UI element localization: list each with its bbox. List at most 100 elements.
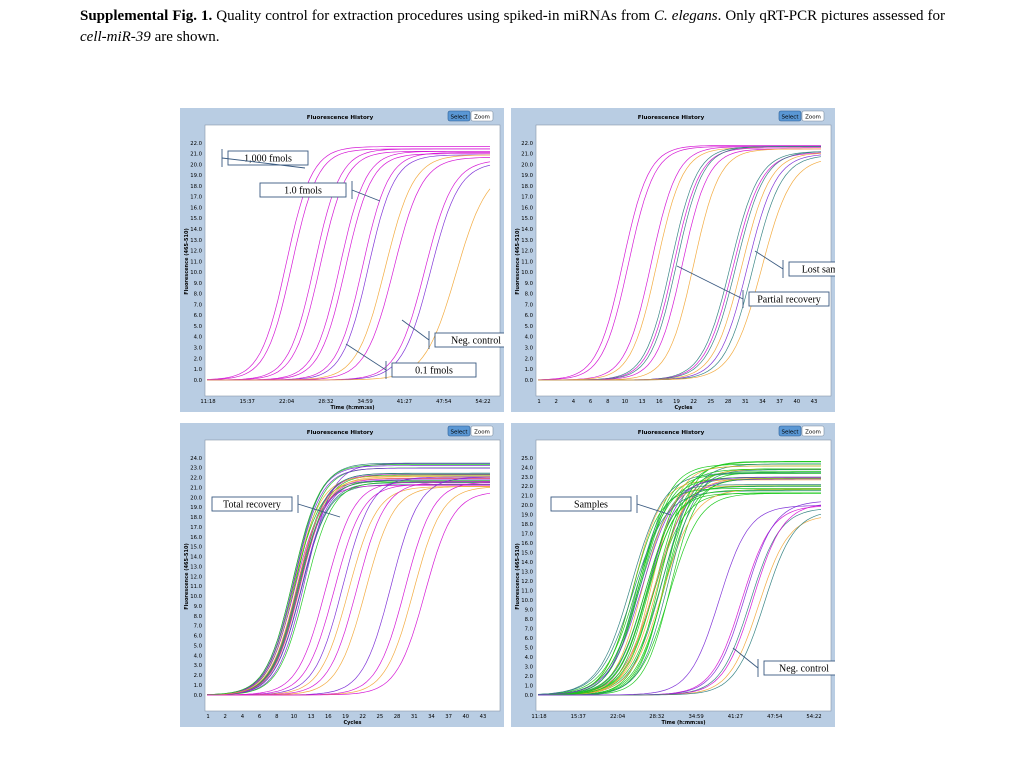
y-tick-label: 3.0 [194, 345, 203, 351]
annotation-callout: 1,000 fmols [221, 149, 309, 169]
svg-text:Zoom: Zoom [805, 115, 821, 121]
svg-text:Zoom: Zoom [474, 115, 490, 121]
y-tick-label: 13.0 [190, 564, 202, 570]
x-tick-label: 54:22 [475, 399, 490, 405]
y-tick-label: 20.0 [521, 503, 533, 509]
figure-caption: Supplemental Fig. 1. Quality control for… [80, 6, 945, 48]
x-tick-label: 28 [394, 714, 401, 720]
x-tick-label: 15:37 [571, 714, 586, 720]
y-tick-label: 14.0 [190, 227, 202, 233]
chart-title: Fluorescence History [307, 115, 374, 121]
y-tick-label: 16.0 [521, 205, 533, 211]
x-tick-label: 43 [811, 399, 818, 405]
y-tick-label: 15.0 [521, 551, 533, 557]
caption-label: Supplemental Fig. 1. [80, 8, 213, 24]
select-button[interactable]: Select [778, 110, 802, 122]
chart-title: Fluorescence History [307, 430, 374, 436]
y-tick-label: 10.0 [521, 598, 533, 604]
x-tick-label: 34 [428, 714, 435, 720]
x-tick-label: 37 [445, 714, 452, 720]
amplification-curve [207, 148, 490, 381]
x-tick-label: 6 [589, 399, 593, 405]
annotation-label: 1.0 fmols [284, 186, 322, 197]
zoom-button[interactable]: Zoom [801, 110, 825, 122]
y-tick-label: 10.0 [521, 270, 533, 276]
amplification-curve [538, 489, 821, 696]
y-tick-label: 13.0 [190, 238, 202, 244]
y-tick-label: 25.0 [521, 456, 533, 462]
svg-text:Select: Select [782, 115, 800, 121]
y-tick-label: 9.0 [525, 607, 534, 613]
annotation-label: 0.1 fmols [415, 366, 453, 377]
select-button[interactable]: Select [447, 110, 471, 122]
x-tick-label: 40 [462, 714, 469, 720]
y-tick-label: 0.0 [194, 378, 203, 384]
annotation-callout: 0.1 fmols [345, 343, 477, 379]
chart-tr: Fluorescence History Select Zoom22.021.020… [511, 108, 835, 412]
y-axis-label: Fluorescence (465-510) [515, 543, 521, 610]
zoom-button[interactable]: Zoom [470, 425, 494, 437]
y-tick-label: 9.0 [525, 281, 534, 287]
amplification-curve [537, 145, 821, 381]
x-tick-label: 40 [793, 399, 800, 405]
select-button[interactable]: Select [447, 425, 471, 437]
x-tick-label: 34 [759, 399, 766, 405]
y-tick-label: 18.0 [521, 184, 533, 190]
x-tick-label: 2 [224, 714, 227, 720]
y-tick-label: 16.0 [190, 205, 202, 211]
y-tick-label: 11.0 [521, 589, 533, 595]
select-button[interactable]: Select [778, 425, 802, 437]
y-tick-label: 19.0 [190, 173, 202, 179]
y-tick-label: 8.0 [194, 292, 203, 298]
panel-bottom-left: Fluorescence History Select Zoom 24.0 23.0 22… [180, 423, 504, 727]
amplification-curve [537, 468, 821, 696]
y-tick-label: 0.0 [525, 693, 534, 699]
amplification-curve [538, 505, 822, 696]
x-tick-label: 8 [606, 399, 610, 405]
y-tick-label: 19.0 [521, 173, 533, 179]
y-tick-label: 11.0 [521, 259, 533, 265]
y-tick-label: 18.0 [190, 515, 202, 521]
amplification-curve [206, 478, 490, 696]
y-tick-label: 2.0 [194, 673, 203, 679]
y-tick-label: 11.0 [190, 584, 202, 590]
x-tick-label: 11:18 [200, 399, 216, 405]
x-axis-label: Time (h:mm:ss) [662, 720, 706, 726]
svg-text:Select: Select [451, 115, 469, 121]
zoom-button[interactable]: Zoom [801, 425, 825, 437]
amplification-curve [538, 492, 821, 696]
amplification-curve [206, 481, 490, 696]
y-tick-label: 8.0 [525, 617, 534, 623]
svg-text:Select: Select [782, 430, 800, 436]
y-tick-label: 1.0 [194, 683, 203, 689]
y-tick-label: 7.0 [525, 626, 534, 632]
y-tick-label: 12.0 [190, 249, 202, 255]
y-tick-label: 6.0 [525, 636, 534, 642]
x-tick-label: 13 [308, 714, 315, 720]
y-tick-label: 7.0 [525, 302, 534, 308]
y-tick-label: 6.0 [194, 313, 203, 319]
y-tick-label: 4.0 [194, 335, 203, 341]
chart-title: Fluorescence History [638, 115, 705, 121]
zoom-button[interactable]: Zoom [470, 110, 494, 122]
y-tick-label: 21.0 [521, 152, 533, 158]
amplification-curve [538, 485, 821, 696]
annotation-label: 1,000 fmols [244, 154, 292, 165]
y-tick-label: 3.0 [194, 663, 203, 669]
y-tick-label: 23.0 [190, 466, 202, 472]
x-tick-label: 4 [572, 399, 576, 405]
annotation-label: Partial recovery [757, 295, 821, 306]
x-tick-label: 1 [206, 714, 209, 720]
y-tick-label: 2.0 [525, 674, 534, 680]
y-tick-label: 13.0 [521, 238, 533, 244]
annotation-label: Samples [574, 500, 608, 511]
x-tick-label: 2 [555, 399, 558, 405]
x-tick-label: 47:54 [436, 399, 452, 405]
x-tick-label: 22:04 [279, 399, 295, 405]
x-tick-label: 1 [537, 399, 540, 405]
x-axis-label: Time (h:mm:ss) [331, 405, 375, 411]
x-tick-label: 22 [690, 399, 697, 405]
x-tick-label: 10 [291, 714, 298, 720]
annotation-callout: Partial recovery [676, 265, 830, 308]
amplification-curve [538, 488, 821, 696]
